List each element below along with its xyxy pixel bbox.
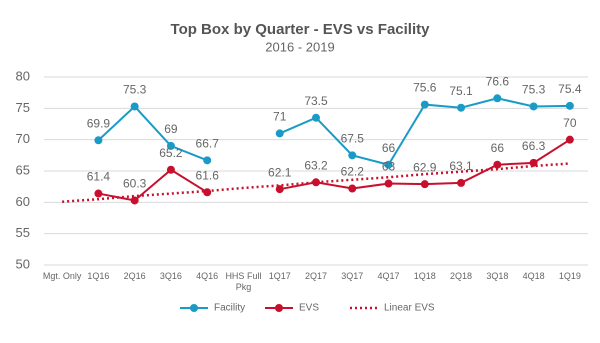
data-label: 66 <box>491 141 505 155</box>
data-label: 67.5 <box>341 132 365 146</box>
chart-title: Top Box by Quarter - EVS vs Facility <box>171 21 431 38</box>
x-tick-label: 1Q18 <box>413 271 436 281</box>
data-label: 63.1 <box>449 159 473 173</box>
data-label: 75.1 <box>449 84 473 98</box>
marker <box>312 113 320 122</box>
marker <box>203 188 212 197</box>
legend-label: Linear EVS <box>384 303 435 314</box>
data-label: 75.3 <box>522 83 546 97</box>
x-tick-label: 1Q19 <box>558 271 581 281</box>
x-tick-label: 3Q16 <box>159 271 182 281</box>
legend-label: Facility <box>214 303 245 314</box>
data-label: 62.9 <box>413 160 437 174</box>
y-tick-label: 70 <box>16 131 30 146</box>
y-tick-label: 55 <box>16 225 30 240</box>
x-tick-label: 4Q18 <box>522 271 545 281</box>
data-label: 60.3 <box>123 177 147 191</box>
marker <box>457 103 466 112</box>
data-label: 63 <box>382 160 396 174</box>
data-label: 75.3 <box>123 83 147 97</box>
x-tick-label: 4Q17 <box>377 271 400 281</box>
marker <box>529 102 538 111</box>
legend-marker <box>275 304 283 312</box>
x-tick-label: 4Q16 <box>196 271 219 281</box>
x-tick-label: 2Q18 <box>450 271 473 281</box>
x-tick-label: 1Q16 <box>87 271 110 281</box>
data-label: 75.6 <box>413 81 437 95</box>
x-tick-label: 3Q18 <box>486 271 509 281</box>
marker <box>94 189 103 198</box>
data-label: 75.4 <box>558 82 582 96</box>
x-tick-label: 3Q17 <box>341 271 364 281</box>
y-tick-label: 80 <box>16 68 30 83</box>
data-label: 71 <box>273 110 287 124</box>
y-tick-label: 60 <box>16 194 30 209</box>
marker <box>275 129 284 138</box>
chart-subtitle: 2016 - 2019 <box>265 39 334 54</box>
marker <box>312 178 320 187</box>
marker <box>130 102 139 111</box>
data-label: 62.1 <box>268 165 292 179</box>
marker <box>94 136 103 145</box>
marker <box>384 160 393 169</box>
data-label: 76.6 <box>486 74 510 88</box>
x-tick-label: 1Q17 <box>268 271 291 281</box>
data-label: 63.2 <box>304 158 328 172</box>
x-tick-label: Mgt. Only <box>42 271 82 281</box>
marker <box>384 179 393 188</box>
data-label: 69 <box>164 122 178 136</box>
data-label: 69.9 <box>87 116 111 130</box>
y-tick-label: 65 <box>16 162 30 177</box>
marker <box>493 160 502 169</box>
marker <box>420 100 429 109</box>
data-label: 62.2 <box>341 165 365 179</box>
marker <box>166 141 175 150</box>
x-tick-label: 2Q16 <box>123 271 146 281</box>
x-tick-label: HHS Full Pkg <box>225 271 262 292</box>
x-tick-label: 2Q17 <box>304 271 328 281</box>
marker <box>529 158 538 167</box>
marker <box>348 184 357 193</box>
marker <box>348 151 357 160</box>
marker <box>420 180 429 189</box>
y-tick-label: 75 <box>16 100 30 115</box>
marker <box>457 178 466 187</box>
marker <box>166 165 175 174</box>
data-label: 70 <box>563 116 577 130</box>
data-label: 61.4 <box>87 170 111 184</box>
data-label: 66.3 <box>522 139 546 153</box>
y-tick-label: 50 <box>16 256 30 271</box>
marker <box>275 185 284 194</box>
legend-marker <box>190 304 198 312</box>
data-label: 66 <box>382 141 396 155</box>
marker <box>130 196 139 205</box>
data-label: 66.7 <box>196 137 220 151</box>
data-label: 65.2 <box>159 146 183 160</box>
marker <box>493 94 502 103</box>
marker <box>565 101 574 110</box>
marker <box>565 135 574 144</box>
legend-label: EVS <box>299 303 319 314</box>
data-label: 61.6 <box>196 168 220 182</box>
marker <box>203 156 212 165</box>
data-label: 73.5 <box>304 94 328 108</box>
